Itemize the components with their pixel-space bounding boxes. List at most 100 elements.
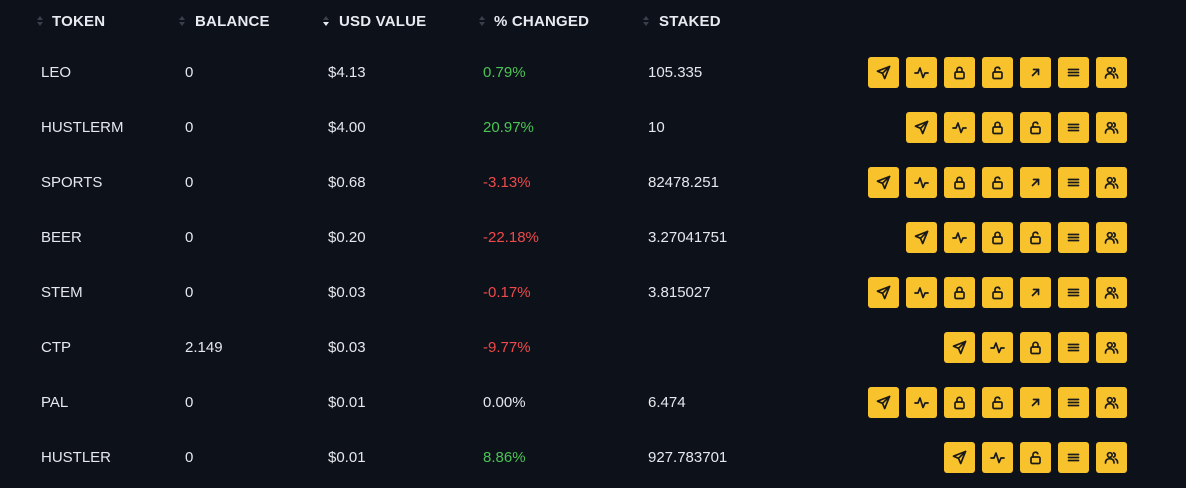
lock-button[interactable]: [1020, 332, 1051, 363]
users-button[interactable]: [1096, 442, 1127, 473]
sort-pct-changed-icon[interactable]: [479, 16, 486, 28]
users-button[interactable]: [1096, 387, 1127, 418]
send-button[interactable]: [868, 57, 899, 88]
users-icon: [1104, 231, 1119, 244]
send-button[interactable]: [868, 387, 899, 418]
activity-icon: [914, 287, 929, 299]
menu-icon: [1067, 453, 1080, 462]
send-button[interactable]: [868, 167, 899, 198]
row-actions: [944, 332, 1127, 363]
send-icon: [952, 340, 967, 355]
menu-icon: [1067, 398, 1080, 407]
column-header-token[interactable]: TOKEN: [52, 13, 106, 30]
menu-button[interactable]: [1058, 332, 1089, 363]
activity-button[interactable]: [982, 332, 1013, 363]
menu-button[interactable]: [1058, 387, 1089, 418]
lock-icon: [954, 286, 965, 300]
users-button[interactable]: [1096, 332, 1127, 363]
balance-cell: 0: [185, 229, 194, 246]
lock-icon: [954, 396, 965, 410]
send-button[interactable]: [868, 277, 899, 308]
arrow-up-right-button[interactable]: [1020, 277, 1051, 308]
send-button[interactable]: [944, 332, 975, 363]
lock-button[interactable]: [944, 57, 975, 88]
token-cell[interactable]: SPORTS: [41, 174, 103, 191]
activity-icon: [990, 452, 1005, 464]
sort-staked-icon[interactable]: [643, 16, 650, 28]
send-button[interactable]: [944, 442, 975, 473]
users-button[interactable]: [1096, 222, 1127, 253]
lock-button[interactable]: [982, 112, 1013, 143]
unlock-button[interactable]: [982, 387, 1013, 418]
pct-changed-cell: -3.13%: [483, 174, 531, 191]
sort-token-icon[interactable]: [37, 16, 44, 28]
send-icon: [952, 450, 967, 465]
unlock-button[interactable]: [982, 57, 1013, 88]
lock-button[interactable]: [982, 222, 1013, 253]
menu-button[interactable]: [1058, 442, 1089, 473]
lock-button[interactable]: [944, 277, 975, 308]
arrow-up-right-button[interactable]: [1020, 387, 1051, 418]
unlock-button[interactable]: [982, 277, 1013, 308]
unlock-icon: [992, 66, 1003, 80]
activity-icon: [914, 397, 929, 409]
menu-button[interactable]: [1058, 222, 1089, 253]
activity-button[interactable]: [944, 222, 975, 253]
token-cell[interactable]: PAL: [41, 394, 69, 411]
token-cell[interactable]: HUSTLER: [41, 449, 112, 466]
menu-button[interactable]: [1058, 277, 1089, 308]
token-cell[interactable]: STEM: [41, 284, 83, 301]
token-cell[interactable]: CTP: [41, 339, 71, 356]
balance-cell: 0: [185, 449, 194, 466]
column-header-balance[interactable]: BALANCE: [195, 13, 270, 30]
users-button[interactable]: [1096, 57, 1127, 88]
sort-balance-icon[interactable]: [179, 16, 186, 28]
lock-button[interactable]: [944, 387, 975, 418]
staked-cell: 105.335: [648, 64, 703, 81]
activity-button[interactable]: [982, 442, 1013, 473]
row-actions: [944, 442, 1127, 473]
arrow-up-right-button[interactable]: [1020, 57, 1051, 88]
unlock-icon: [992, 396, 1003, 410]
column-header-pct-changed[interactable]: % CHANGED: [494, 13, 590, 30]
activity-button[interactable]: [944, 112, 975, 143]
send-icon: [876, 175, 891, 190]
balance-cell: 0: [185, 284, 194, 301]
menu-button[interactable]: [1058, 112, 1089, 143]
staked-cell: 927.783701: [648, 449, 728, 466]
send-button[interactable]: [906, 222, 937, 253]
column-header-usd-value[interactable]: USD VALUE: [339, 13, 427, 30]
unlock-button[interactable]: [982, 167, 1013, 198]
send-icon: [876, 65, 891, 80]
lock-button[interactable]: [944, 167, 975, 198]
send-icon: [914, 230, 929, 245]
menu-button[interactable]: [1058, 167, 1089, 198]
arrow-up-right-icon: [1031, 178, 1040, 187]
usd-value-cell: $0.20: [328, 229, 366, 246]
activity-button[interactable]: [906, 387, 937, 418]
usd-value-cell: $0.03: [328, 339, 366, 356]
users-button[interactable]: [1096, 167, 1127, 198]
activity-button[interactable]: [906, 277, 937, 308]
row-actions: [868, 57, 1127, 88]
menu-icon: [1067, 178, 1080, 187]
arrow-up-right-button[interactable]: [1020, 167, 1051, 198]
sort-usd-value-icon[interactable]: [323, 16, 330, 28]
token-cell[interactable]: HUSTLERM: [41, 119, 124, 136]
users-button[interactable]: [1096, 277, 1127, 308]
menu-button[interactable]: [1058, 57, 1089, 88]
unlock-button[interactable]: [1020, 222, 1051, 253]
activity-button[interactable]: [906, 167, 937, 198]
token-cell[interactable]: BEER: [41, 229, 82, 246]
pct-changed-cell: 0.00%: [483, 394, 526, 411]
unlock-button[interactable]: [1020, 112, 1051, 143]
column-header-staked[interactable]: STAKED: [659, 13, 721, 30]
users-button[interactable]: [1096, 112, 1127, 143]
send-button[interactable]: [906, 112, 937, 143]
unlock-button[interactable]: [1020, 442, 1051, 473]
activity-button[interactable]: [906, 57, 937, 88]
pct-changed-cell: 20.97%: [483, 119, 534, 136]
usd-value-cell: $4.00: [328, 119, 366, 136]
token-cell[interactable]: LEO: [41, 64, 72, 81]
